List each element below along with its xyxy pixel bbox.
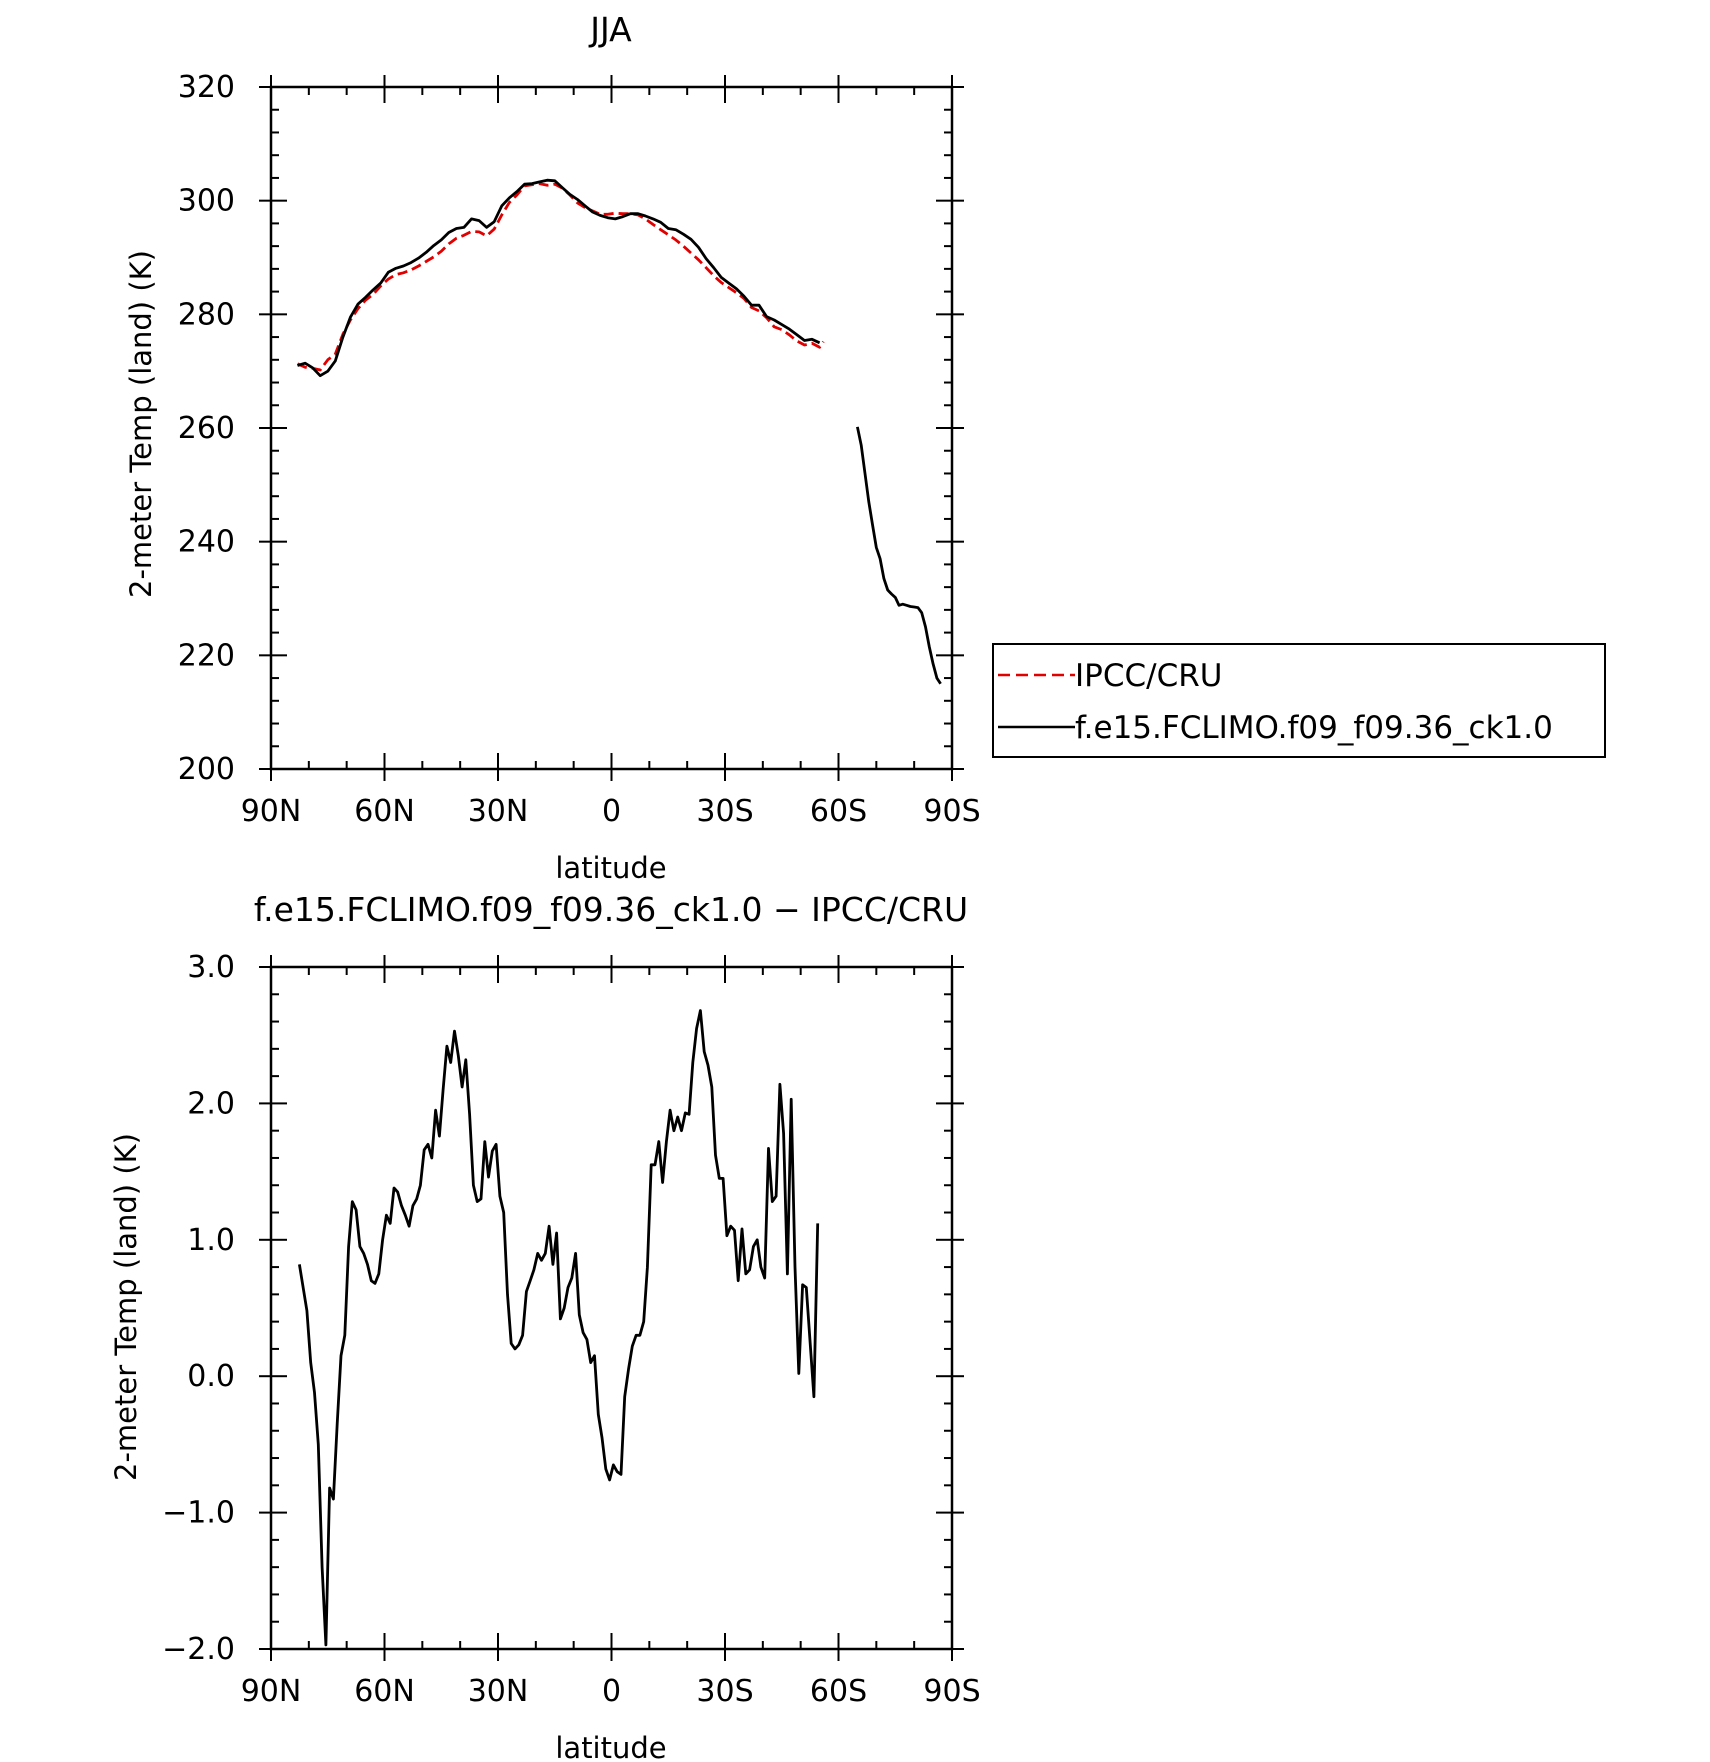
y-tick-label: 240: [178, 525, 235, 560]
legend: IPCC/CRU f.e15.FCLIMO.f09_f09.36_ck1.0: [992, 643, 1606, 758]
legend-label-model: f.e15.FCLIMO.f09_f09.36_ck1.0: [1075, 710, 1553, 746]
plot-frame: [269, 965, 954, 1651]
ticks: 90N 60N 30N 0 30S 60S 90S −2.0 −1.0 0.0 1.0 2.0 3.0: [162, 950, 980, 1709]
chart-title: f.e15.FCLIMO.f09_f09.36_ck1.0 − IPCC/CRU: [254, 890, 968, 929]
x-tick-label: 0: [602, 794, 621, 829]
x-tick-label: 30N: [468, 794, 529, 829]
x-tick-label: 30S: [696, 794, 753, 829]
panel-top: JJA latitude 2-meter Temp (land) (K) 90N…: [124, 10, 981, 885]
y-tick-label: 2.0: [187, 1086, 235, 1121]
y-axis-label: 2-meter Temp (land) (K): [124, 250, 158, 598]
x-tick-label: 90S: [923, 1674, 980, 1709]
x-tick-label: 60S: [810, 794, 867, 829]
x-axis-label: latitude: [555, 1731, 666, 1762]
x-tick-label: 0: [602, 1674, 621, 1709]
plot-lines: [296, 178, 942, 685]
y-tick-label: 200: [178, 752, 235, 787]
series-line-0-segment-0: [298, 1009, 820, 1647]
chart-title: JJA: [588, 10, 632, 49]
x-tick-label: 60N: [354, 1674, 415, 1709]
x-tick-label: 60N: [354, 794, 415, 829]
x-axis-label: latitude: [555, 851, 666, 885]
ticks: 90N 60N 30N 0 30S 60S 90S 200 220 240 260 280 300 320: [178, 70, 981, 829]
x-tick-label: 60S: [810, 1674, 867, 1709]
series-line-1-segment-1: [856, 426, 942, 685]
x-tick-label: 30S: [696, 1674, 753, 1709]
y-tick-label: 260: [178, 411, 235, 446]
y-tick-label: −2.0: [162, 1632, 235, 1667]
y-axis-label: 2-meter Temp (land) (K): [109, 1133, 143, 1481]
x-tick-label: 90S: [923, 794, 980, 829]
legend-label-ipcc-cru: IPCC/CRU: [1075, 658, 1222, 694]
y-tick-label: 0.0: [187, 1359, 235, 1394]
y-tick-label: 3.0: [187, 950, 235, 985]
y-tick-label: 320: [178, 70, 235, 105]
y-tick-label: 1.0: [187, 1223, 235, 1258]
panel-bottom: f.e15.FCLIMO.f09_f09.36_ck1.0 − IPCC/CRU…: [109, 890, 981, 1762]
y-tick-label: 300: [178, 184, 235, 219]
x-tick-label: 30N: [468, 1674, 529, 1709]
series-line-0-segment-0: [296, 182, 825, 372]
y-tick-label: 220: [178, 638, 235, 673]
plot-lines: [298, 1009, 820, 1647]
y-tick-label: 280: [178, 297, 235, 332]
x-tick-label: 90N: [241, 794, 302, 829]
x-tick-label: 90N: [241, 1674, 302, 1709]
plot-frame: [269, 85, 954, 771]
legend-box: [992, 643, 1606, 758]
series-line-1-segment-0: [297, 178, 821, 378]
y-tick-label: −1.0: [162, 1496, 235, 1531]
